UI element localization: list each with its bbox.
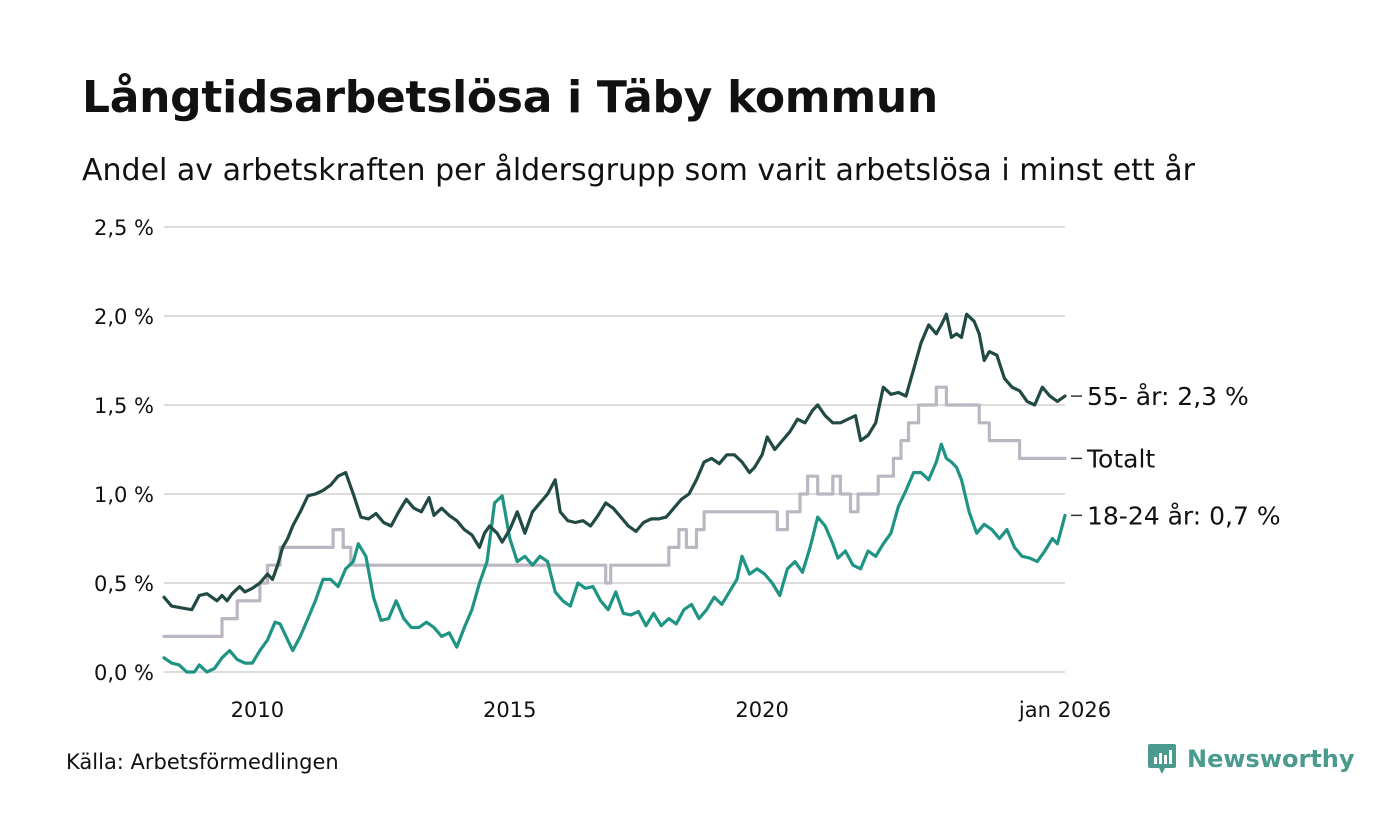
x-tick-label: 2020 xyxy=(735,698,788,722)
y-tick-label: 0,5 % xyxy=(94,572,154,596)
y-tick-label: 0,0 % xyxy=(94,661,154,685)
y-tick-label: 1,5 % xyxy=(94,394,154,418)
y-tick-label: 2,5 % xyxy=(94,216,154,240)
end-label: Totalt xyxy=(1086,444,1155,473)
chart-subtitle: Andel av arbetskraften per åldersgrupp s… xyxy=(82,153,1195,188)
y-tick-label: 1,0 % xyxy=(94,483,154,507)
y-tick-label: 2,0 % xyxy=(94,305,154,329)
end-labels: 55- år: 2,3 % Totalt 18-24 år: 0,7 % xyxy=(1071,382,1281,530)
x-axis-labels: 2010 2015 2020 jan 2026 xyxy=(231,698,1111,722)
x-tick-label: jan 2026 xyxy=(1018,698,1111,722)
series-line-totalt xyxy=(162,385,1067,638)
chart-title: Långtidsarbetslösa i Täby kommun xyxy=(82,72,938,123)
newsworthy-chart-icon xyxy=(1148,744,1176,774)
newsworthy-logo[interactable]: Newsworthy xyxy=(1147,742,1355,776)
line-chart: 0,0 %0,5 %1,0 %1,5 %2,0 %2,5 % 2010 2015 2… xyxy=(94,216,1281,722)
series-lines xyxy=(162,312,1067,674)
grid-lines xyxy=(164,226,1065,673)
end-label: 55- år: 2,3 % xyxy=(1087,382,1249,411)
end-label: 18-24 år: 0,7 % xyxy=(1087,501,1281,530)
x-tick-label: 2015 xyxy=(483,698,536,722)
source-note: Källa: Arbetsförmedlingen xyxy=(66,750,339,774)
series-line-55-r xyxy=(162,312,1067,612)
y-axis-labels: 0,0 % 0,5 % 1,0 % 1,5 % 2,0 % 2,5 % xyxy=(94,216,154,685)
x-tick-label: 2010 xyxy=(231,698,284,722)
series-line-18-24-r xyxy=(162,442,1067,674)
brand-name: Newsworthy xyxy=(1187,745,1355,773)
